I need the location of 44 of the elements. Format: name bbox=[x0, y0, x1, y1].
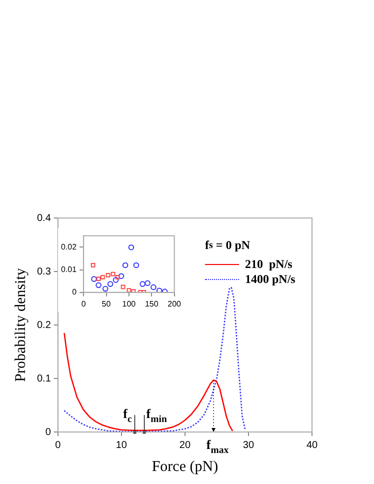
point bbox=[90, 263, 96, 268]
y-tick-label: 0.3 bbox=[36, 266, 52, 278]
point bbox=[122, 262, 128, 268]
point bbox=[133, 262, 140, 268]
x-tick-label: 100 bbox=[122, 299, 136, 308]
point bbox=[110, 272, 116, 276]
y-tick-label: 0.01 bbox=[60, 264, 78, 274]
point bbox=[115, 275, 120, 280]
point bbox=[131, 289, 136, 292]
x-tick-label: 10 bbox=[116, 440, 128, 451]
point bbox=[100, 275, 105, 280]
y-axis-title: Probability density bbox=[12, 268, 29, 382]
x-tick-label: 0 bbox=[81, 299, 86, 308]
point bbox=[107, 281, 114, 287]
line-series bbox=[64, 286, 246, 432]
legend-label: 210 pN/s bbox=[245, 257, 292, 272]
legend-label: 1400 pN/s bbox=[245, 272, 296, 287]
x-tick-label: 150 bbox=[144, 299, 159, 308]
point bbox=[112, 277, 119, 283]
y-tick-label: 0 bbox=[45, 426, 52, 438]
x-tick-label: 30 bbox=[242, 440, 254, 451]
x-tick-label: 50 bbox=[102, 299, 112, 308]
point bbox=[156, 288, 162, 292]
point bbox=[128, 244, 134, 250]
y-tick-label: 0.02 bbox=[60, 242, 78, 252]
x-tick-label: 20 bbox=[179, 440, 191, 451]
point bbox=[120, 284, 126, 290]
x-tick-label: 200 bbox=[168, 299, 182, 308]
point bbox=[140, 281, 146, 287]
point bbox=[91, 276, 97, 282]
point bbox=[150, 284, 156, 290]
x-tick-label: 40 bbox=[306, 440, 318, 451]
y-tick-label: 0.1 bbox=[36, 373, 52, 384]
point bbox=[118, 273, 124, 279]
point bbox=[96, 282, 102, 288]
point bbox=[126, 288, 132, 292]
y-tick-label: 0 bbox=[72, 288, 78, 297]
point bbox=[96, 276, 101, 282]
point bbox=[106, 272, 110, 278]
y-tick-label: 0.4 bbox=[36, 212, 52, 224]
point bbox=[102, 286, 108, 292]
x-axis-title: Force (pN) bbox=[152, 458, 218, 475]
y-tick-label: 0.2 bbox=[36, 320, 52, 331]
point bbox=[144, 280, 150, 286]
